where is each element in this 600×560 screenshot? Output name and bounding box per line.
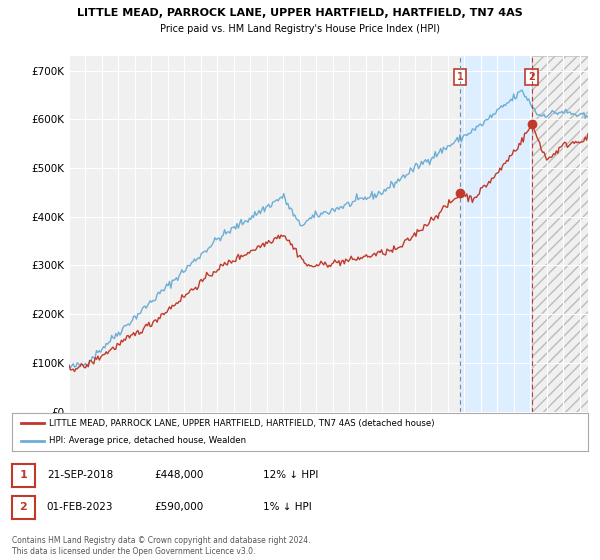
Text: £448,000: £448,000 <box>155 470 204 480</box>
Text: 2: 2 <box>20 502 27 512</box>
Text: 01-FEB-2023: 01-FEB-2023 <box>47 502 113 512</box>
Text: Price paid vs. HM Land Registry's House Price Index (HPI): Price paid vs. HM Land Registry's House … <box>160 24 440 34</box>
Text: 1: 1 <box>20 470 27 480</box>
Bar <box>532 56 588 412</box>
Text: Contains HM Land Registry data © Crown copyright and database right 2024.: Contains HM Land Registry data © Crown c… <box>12 536 311 545</box>
Text: £590,000: £590,000 <box>155 502 204 512</box>
Text: LITTLE MEAD, PARROCK LANE, UPPER HARTFIELD, HARTFIELD, TN7 4AS: LITTLE MEAD, PARROCK LANE, UPPER HARTFIE… <box>77 8 523 18</box>
Text: 12% ↓ HPI: 12% ↓ HPI <box>263 470 318 480</box>
Text: 1% ↓ HPI: 1% ↓ HPI <box>263 502 311 512</box>
Text: This data is licensed under the Open Government Licence v3.0.: This data is licensed under the Open Gov… <box>12 547 256 556</box>
Text: LITTLE MEAD, PARROCK LANE, UPPER HARTFIELD, HARTFIELD, TN7 4AS (detached house): LITTLE MEAD, PARROCK LANE, UPPER HARTFIE… <box>49 418 435 427</box>
Text: HPI: Average price, detached house, Wealden: HPI: Average price, detached house, Weal… <box>49 436 247 445</box>
Text: 2: 2 <box>528 72 535 82</box>
Bar <box>460 56 532 412</box>
Text: 21-SEP-2018: 21-SEP-2018 <box>47 470 113 480</box>
Text: 1: 1 <box>457 72 463 82</box>
